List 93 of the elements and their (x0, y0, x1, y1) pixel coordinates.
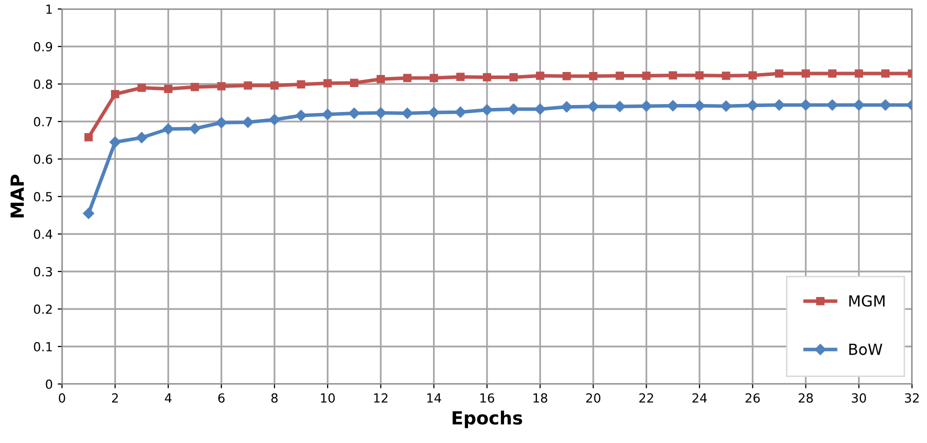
point (164, 84, 172, 94)
point (216, 117, 227, 128)
point (826, 99, 838, 111)
point (323, 79, 332, 88)
point (430, 74, 438, 82)
point (482, 73, 492, 82)
x-axis-title: Epochs (452, 410, 522, 428)
legend-label: BoW (849, 344, 882, 356)
point (322, 108, 334, 120)
point (562, 72, 571, 80)
y-tick-label: 0.2 (34, 304, 52, 314)
point (802, 69, 810, 78)
point (561, 101, 572, 112)
point (747, 100, 758, 111)
y-tick-label: 0.9 (34, 42, 52, 52)
point (428, 106, 440, 118)
point (508, 104, 520, 115)
x-tick-label: 0 (58, 393, 66, 403)
point (694, 100, 706, 112)
y-tick-label: 0.3 (34, 266, 52, 276)
point (162, 123, 174, 135)
x-tick-label: 16 (480, 393, 494, 403)
point (403, 74, 412, 82)
x-tick-label: 32 (905, 393, 919, 403)
point (456, 72, 465, 82)
point (695, 71, 704, 80)
legend-label: MGM (849, 295, 885, 307)
x-tick-label: 2 (112, 393, 118, 403)
y-tick-label: 0.5 (34, 192, 52, 202)
y-tick-label: 0.6 (34, 154, 52, 164)
y-tick-label: 0.7 (34, 116, 52, 126)
point (402, 108, 413, 119)
point (640, 100, 652, 112)
y-tick-label: 0.1 (34, 342, 52, 352)
point (481, 104, 493, 116)
point (242, 116, 254, 128)
point (350, 78, 358, 88)
point (534, 104, 546, 115)
point (589, 72, 598, 80)
point (722, 72, 730, 80)
point (295, 110, 307, 122)
point (509, 73, 518, 82)
point (375, 107, 386, 118)
point (720, 100, 732, 112)
point (800, 99, 812, 111)
point (217, 82, 226, 90)
y-tick-label: 0.4 (34, 229, 52, 239)
x-tick-label: 22 (639, 393, 654, 403)
point (138, 84, 146, 92)
point (82, 208, 94, 219)
point (270, 81, 279, 90)
point (189, 123, 200, 134)
point (190, 82, 199, 92)
point (376, 74, 385, 84)
x-tick-label: 6 (218, 393, 225, 403)
x-tick-label: 14 (427, 393, 442, 403)
x-tick-label: 28 (798, 393, 813, 403)
point (348, 108, 360, 119)
point (881, 69, 890, 78)
point (136, 132, 148, 144)
point (775, 69, 784, 78)
x-tick-label: 24 (692, 393, 707, 403)
point (614, 100, 626, 112)
point (774, 99, 785, 111)
point (880, 99, 892, 111)
y-axis-title: MAP (10, 174, 24, 218)
x-tick-label: 20 (586, 393, 600, 403)
point (454, 106, 466, 118)
y-tick-label: 1 (46, 4, 52, 14)
point (616, 72, 624, 80)
point (268, 114, 280, 126)
x-tick-label: 4 (164, 393, 172, 403)
point (853, 99, 864, 111)
point (244, 81, 252, 90)
point (748, 71, 757, 80)
point (642, 72, 651, 80)
point (828, 69, 836, 78)
point (854, 69, 864, 78)
point (536, 72, 544, 80)
point (668, 71, 678, 80)
x-tick-label: 12 (374, 393, 388, 403)
point (110, 136, 121, 148)
point (110, 90, 120, 98)
x-tick-label: 10 (321, 393, 335, 403)
point (588, 100, 599, 112)
point (296, 80, 306, 89)
point (84, 133, 93, 142)
x-tick-label: 26 (746, 393, 760, 403)
x-tick-label: 8 (271, 393, 278, 403)
x-tick-label: 18 (534, 393, 548, 403)
x-tick-label: 30 (852, 393, 866, 403)
y-tick-label: 0 (46, 379, 52, 389)
y-tick-label: 0.8 (34, 79, 52, 89)
